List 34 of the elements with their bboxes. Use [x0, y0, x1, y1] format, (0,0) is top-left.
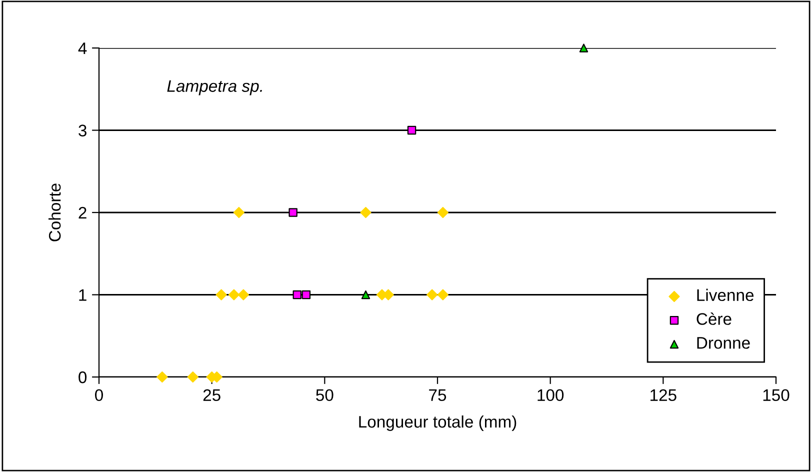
x-axis-title: Longueur totale (mm) [359, 415, 516, 431]
point [216, 289, 227, 300]
y-tick-label: 2 [78, 206, 86, 219]
x-tick-label: 125 [650, 389, 676, 402]
point [360, 206, 372, 218]
y-tick-label: 1 [79, 289, 86, 301]
point [302, 290, 311, 300]
y-tick-label: 3 [78, 124, 86, 136]
annotation: Lampetra sp. [167, 80, 262, 96]
x-tick-label: 50 [316, 389, 334, 402]
point [288, 208, 298, 217]
x-tick-label: 100 [538, 389, 564, 402]
point [187, 371, 198, 383]
y-tick-label: 0 [78, 371, 87, 384]
point [407, 126, 416, 135]
point [437, 206, 448, 218]
point [361, 290, 370, 300]
legend-label: Dronne [697, 337, 750, 349]
x-tick-label: 150 [763, 389, 790, 402]
y-axis-title: Cohorte [48, 184, 61, 242]
point [228, 289, 240, 300]
legend-label: Cère [696, 312, 732, 325]
x-tick-label: 75 [429, 389, 446, 402]
legend-label: Livenne [697, 288, 754, 302]
point [292, 290, 302, 300]
point [437, 289, 448, 300]
point [426, 289, 438, 300]
y-tick-label: 4 [78, 42, 87, 54]
x-tick-label: 0 [95, 389, 103, 402]
point [579, 44, 588, 52]
x-tick-label: 25 [203, 389, 220, 402]
point [156, 371, 168, 383]
point [233, 206, 244, 218]
point [238, 289, 249, 300]
